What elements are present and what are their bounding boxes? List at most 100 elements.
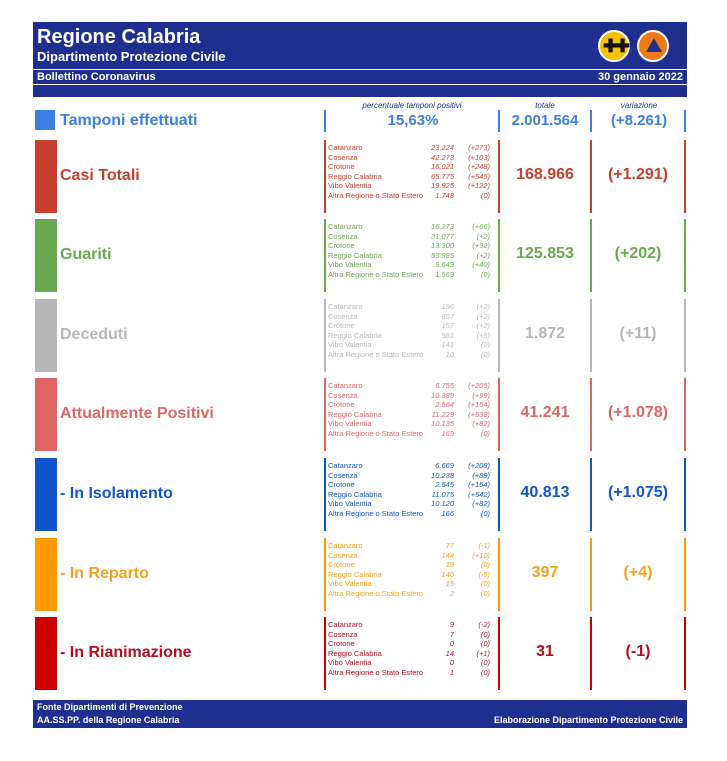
province-name: Altra Regione o Stato Estero	[328, 190, 424, 200]
province-value: 10.389	[431, 390, 454, 400]
province-row: Vibo Valentia 141 (0)	[328, 340, 494, 350]
province-row: Vibo Valentia 10.120 (+82)	[328, 499, 494, 509]
province-name: Reggio Calabria	[328, 489, 382, 499]
province-row: Catanzaro 16.273 (+66)	[328, 222, 494, 232]
province-value: 6.755	[435, 381, 454, 390]
province-name: Vibo Valentia	[328, 499, 372, 509]
tamponi-divider	[590, 110, 592, 132]
page-title: Regione Calabria	[37, 26, 201, 48]
province-name: Crotone	[328, 241, 355, 251]
province-name: Altra Regione o Stato Estero	[328, 428, 424, 438]
province-row: Crotone 16.021 (+248)	[328, 162, 494, 172]
province-name: Altra Regione o Stato Estero	[328, 588, 424, 598]
province-row: Altra Regione o Stato Estero 2 (0)	[328, 589, 494, 599]
province-row: Vibo Valentia 15 (0)	[328, 579, 494, 589]
province-name: Altra Regione o Stato Estero	[328, 667, 424, 677]
province-name: Catanzaro	[328, 541, 363, 550]
category-label: Attualmente Positivi	[60, 405, 214, 422]
header-banner: Regione Calabria Dipartimento Protezione…	[33, 22, 687, 69]
province-value: 0	[449, 639, 454, 649]
category-variation: (+1.291)	[607, 166, 669, 183]
province-row: Vibo Valentia 0 (0)	[328, 658, 494, 668]
province-delta: (0)	[480, 349, 490, 359]
footer-source-line1: Fonte Dipartimenti di Prevenzione	[37, 702, 183, 712]
province-row: Crotone 19 (0)	[328, 560, 494, 570]
category-divider	[684, 378, 686, 451]
province-row: Altra Regione o Stato Estero 1.748 (0)	[328, 191, 494, 201]
category-divider	[324, 458, 326, 531]
province-delta: (0)	[480, 560, 490, 570]
province-name: Cosenza	[328, 629, 358, 639]
regione-calabria-crest-icon: ✚ ✚	[598, 30, 630, 62]
footer-credit: Elaborazione Dipartimento Protezione Civ…	[493, 715, 683, 725]
category-divider	[324, 299, 326, 372]
province-list: Catanzaro 6.669 (+208) Cosenza 10.238 (+89) Cr…	[328, 461, 494, 519]
category-label: Guariti	[60, 246, 112, 263]
category-color-block	[35, 299, 57, 372]
province-name: Crotone	[328, 321, 355, 331]
category-divider	[684, 458, 686, 531]
category-divider	[684, 617, 686, 690]
province-delta: (+2)	[476, 302, 490, 311]
category-total: 40.813	[520, 484, 570, 501]
province-value: 13.300	[431, 241, 454, 251]
category-section: Deceduti Catanzaro 196 (+2) Cosenza 807 (+2) Cr…	[33, 299, 687, 372]
category-divider	[684, 538, 686, 611]
province-delta: (+122)	[468, 181, 490, 191]
tamponi-color-block	[35, 110, 55, 130]
category-divider	[498, 378, 500, 451]
province-value: 65.775	[431, 171, 454, 181]
category-divider	[590, 378, 592, 451]
category-divider	[324, 617, 326, 690]
province-value: 2.564	[435, 400, 454, 410]
category-divider	[498, 617, 500, 690]
bulletin-bar: Bollettino Coronavirus 30 gennaio 2022	[33, 70, 687, 84]
province-row: Catanzaro 6.669 (+208)	[328, 461, 494, 471]
province-list: Catanzaro 23.224 (+273) Cosenza 42.273 (+103)…	[328, 143, 494, 201]
province-value: 9	[449, 620, 454, 629]
category-divider	[590, 458, 592, 531]
province-value: 16.021	[431, 162, 454, 172]
province-list: Catanzaro 196 (+2) Cosenza 807 (+2) Crotone 157…	[328, 302, 494, 360]
province-name: Vibo Valentia	[328, 181, 372, 191]
province-delta: (+103)	[468, 152, 490, 162]
category-section: Casi Totali Catanzaro 23.224 (+273) Cosenza 4…	[33, 140, 687, 213]
province-value: 14	[445, 648, 454, 658]
tamponi-divider	[324, 110, 326, 132]
category-section: Attualmente Positivi Catanzaro 6.755 (+205)…	[33, 378, 687, 451]
category-divider	[590, 538, 592, 611]
province-delta: (0)	[480, 588, 490, 598]
category-total: 397	[531, 564, 559, 581]
province-delta: (0)	[480, 667, 490, 677]
province-delta: (+545)	[468, 171, 490, 181]
province-row: Reggio Calabria 561 (+5)	[328, 331, 494, 341]
province-delta: (+99)	[472, 390, 490, 400]
province-name: Cosenza	[328, 470, 358, 480]
protezione-civile-icon	[637, 30, 669, 62]
category-divider	[324, 219, 326, 292]
page-subtitle: Dipartimento Protezione Civile	[37, 49, 226, 64]
category-divider	[498, 219, 500, 292]
province-name: Altra Regione o Stato Estero	[328, 269, 424, 279]
province-delta: (+10)	[472, 550, 490, 560]
province-delta: (+2)	[476, 231, 490, 241]
category-divider	[684, 219, 686, 292]
category-divider	[684, 140, 686, 213]
province-name: Reggio Calabria	[328, 330, 382, 340]
category-divider	[498, 140, 500, 213]
province-value: 53.985	[431, 250, 454, 260]
province-delta: (0)	[480, 639, 490, 649]
province-delta: (+40)	[472, 260, 490, 270]
category-section: - In Reparto Catanzaro 77 (-1) Cosenza 144 (+1…	[33, 538, 687, 611]
category-color-block	[35, 458, 57, 531]
province-row: Reggio Calabria 11.229 (+538)	[328, 410, 494, 420]
category-divider	[590, 140, 592, 213]
province-value: 10	[445, 349, 454, 359]
category-label: - In Reparto	[60, 565, 149, 582]
province-name: Altra Regione o Stato Estero	[328, 349, 424, 359]
province-value: 10.238	[431, 470, 454, 480]
province-delta: (+1)	[476, 648, 490, 658]
province-delta: (+273)	[468, 143, 490, 152]
province-name: Vibo Valentia	[328, 419, 372, 429]
province-row: Reggio Calabria 53.985 (+2)	[328, 251, 494, 261]
